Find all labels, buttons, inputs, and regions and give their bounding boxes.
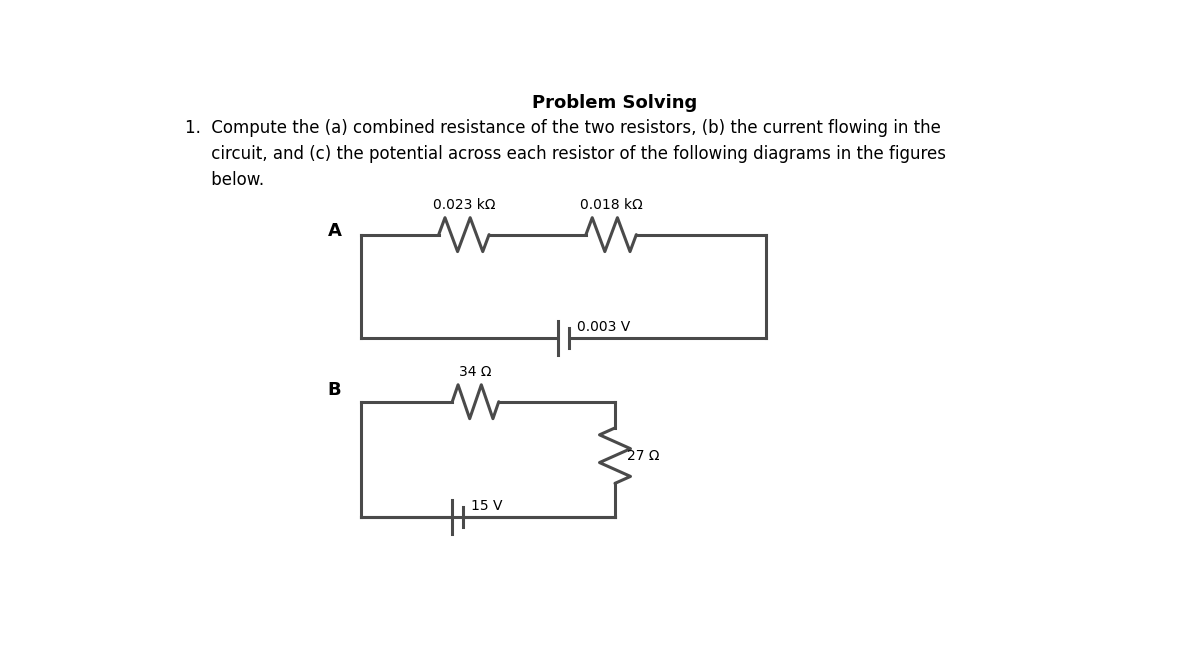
Text: 34 Ω: 34 Ω [460,365,492,378]
Text: B: B [328,381,342,399]
Text: 27 Ω: 27 Ω [626,449,659,462]
Text: 1.  Compute the (a) combined resistance of the two resistors, (b) the current fl: 1. Compute the (a) combined resistance o… [185,119,941,137]
Text: A: A [328,222,342,240]
Text: circuit, and (c) the potential across each resistor of the following diagrams in: circuit, and (c) the potential across ea… [185,145,946,163]
Text: 15 V: 15 V [472,499,503,513]
Text: 0.018 kΩ: 0.018 kΩ [580,198,642,212]
Text: Problem Solving: Problem Solving [533,93,697,112]
Text: below.: below. [185,171,264,190]
Text: 0.003 V: 0.003 V [577,320,631,334]
Text: 0.023 kΩ: 0.023 kΩ [433,198,496,212]
